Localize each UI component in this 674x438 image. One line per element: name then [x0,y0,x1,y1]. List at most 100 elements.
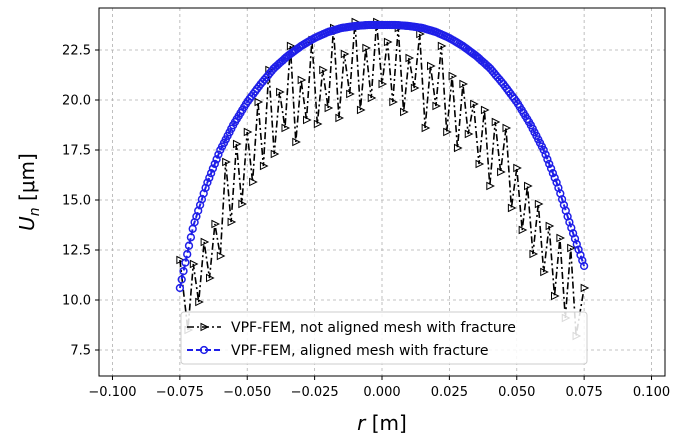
series-not-aligned-point [362,43,371,53]
series-not-aligned-point [464,129,474,139]
legend-marker-not-aligned [200,322,210,332]
y-tick-label: 17.5 [62,144,91,159]
x-tick-label: 0.000 [363,385,400,400]
series-aligned-point [214,150,223,159]
series-aligned-point [552,178,561,187]
series-aligned-point [568,229,578,238]
series-aligned-point [183,250,192,259]
series-not-aligned-point [491,117,501,127]
series-aligned-point [572,240,581,249]
series-not-aligned-point [259,161,269,171]
series-not-aligned-point [518,225,528,235]
series-aligned-point [578,256,587,265]
x-tick-label: 0.100 [633,385,670,400]
series-not-aligned-point [437,41,447,51]
legend-swatch-not-aligned [187,322,221,332]
series-aligned-point [203,178,212,187]
series-not-aligned-point [189,259,199,269]
axis-ticks: −0.100 −0.075 −0.050 −0.025 0.000 0.025 0.050 0… [62,44,670,401]
series-not-aligned-point [313,119,323,129]
series-not-aligned-point [534,199,544,209]
series-not-aligned-line [179,21,585,337]
series-not-aligned-point [238,199,247,209]
series-not-aligned-point [556,233,566,243]
series-not-aligned-point [243,127,253,137]
y-tick-label: 15.0 [62,194,91,209]
x-axis-label: r [m] [357,411,407,435]
series-aligned-point [184,241,194,250]
series-not-aligned-point [497,167,506,177]
series-not-aligned-point [356,105,366,115]
y-tick-label: 7.5 [70,344,91,359]
series-not-aligned-point [367,93,377,103]
series-not-aligned-point [421,123,431,133]
series-not-aligned-point [232,139,242,149]
series-not-aligned-point [550,291,560,301]
series-not-aligned-point [249,177,258,187]
series-not-aligned-point [227,217,237,227]
x-tick-label: 0.050 [498,385,535,400]
series-not-aligned-point [475,159,485,169]
x-tick-label: 0.075 [566,385,603,400]
series-aligned-point [181,258,190,267]
series-not-aligned-point [580,283,590,293]
series-aligned-point [550,173,559,182]
series-not-aligned-point [416,29,425,39]
series-not-aligned-point [410,83,420,93]
series-not-aligned-point [400,107,409,117]
series-not-aligned-point [427,61,436,71]
series-not-aligned-point [270,149,280,159]
y-tick-label: 10.0 [62,294,91,309]
series-not-aligned-point [453,143,463,153]
series-not-aligned-point [216,251,226,261]
series-not-aligned-point [335,113,344,123]
series-not-aligned-point [292,137,301,147]
series-aligned-point [546,164,556,173]
series-not-aligned-point [524,181,533,191]
series-not-aligned-point [176,255,185,265]
series-not-aligned-point [378,79,388,89]
axis-labels: r [m] Un [μm] [15,153,407,435]
series-not-aligned-point [389,97,398,107]
series-aligned-point [212,155,221,164]
series-not-aligned-point [443,127,452,137]
series-aligned-point [186,233,196,242]
series-aligned-point [177,275,186,284]
x-tick-label: 0.025 [431,385,468,400]
legend-entry-aligned: VPF-FEM, aligned mesh with fracture [187,343,488,359]
series-not-aligned-point [222,157,231,167]
series-not-aligned-point [513,163,522,173]
series-not-aligned-point [432,101,442,111]
series-aligned-point [201,183,210,192]
series-not-aligned-point [405,53,415,63]
series-aligned-point [206,169,216,178]
x-tick-label: −0.050 [223,385,271,400]
series-not-aligned-point [567,243,576,253]
legend-label-aligned: VPF-FEM, aligned mesh with fracture [231,343,488,359]
x-tick-label: −0.075 [156,385,204,400]
series-not-aligned-point [529,249,539,259]
legend-marker-aligned [199,345,209,355]
series-not-aligned-point [319,65,328,75]
series-aligned-point [545,159,554,169]
series-not-aligned-point [297,75,307,85]
y-axis-label: Un [μm] [15,153,43,231]
x-tick-label: −0.100 [88,385,136,400]
series-not-aligned-point [480,105,490,115]
series-not-aligned-point [276,87,285,97]
series-aligned-point [179,266,188,276]
series-not-aligned-point [324,103,334,113]
series-not-aligned-point [206,273,215,283]
y-tick-label: 22.5 [62,44,91,59]
series-not-aligned-point [459,79,468,89]
series-not-aligned-point [200,237,210,247]
series-aligned-point [175,283,185,293]
series-aligned-point [541,150,550,159]
series-not-aligned-point [507,203,517,213]
series-aligned-point [210,159,219,169]
x-tick-label: −0.025 [291,385,339,400]
series-not-aligned-point [286,41,296,51]
